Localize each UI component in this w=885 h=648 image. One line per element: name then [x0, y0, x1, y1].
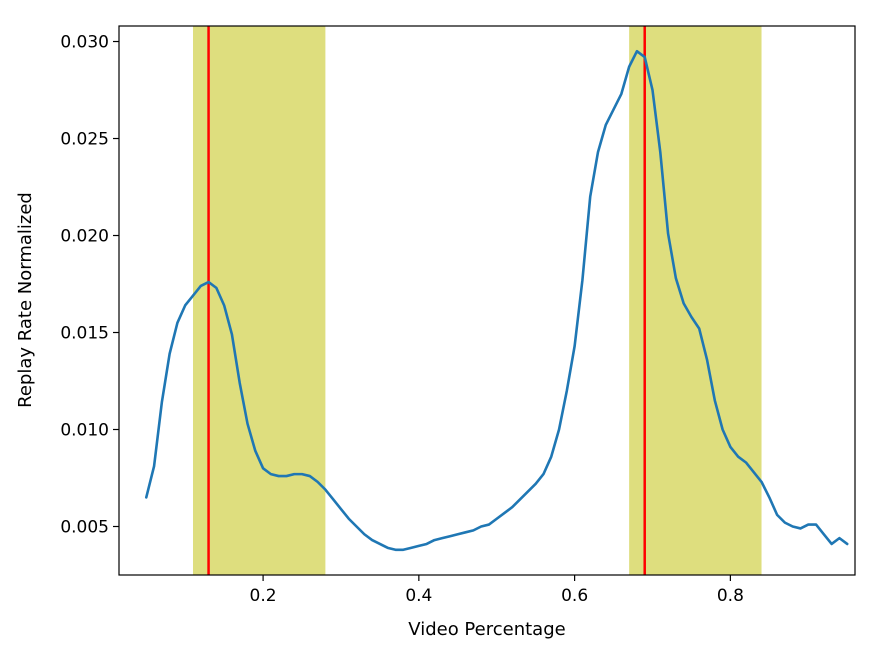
x-axis-title: Video Percentage — [408, 619, 565, 640]
x-tick-label: 0.6 — [561, 586, 588, 606]
x-tick-label: 0.8 — [717, 586, 744, 606]
y-tick-label: 0.005 — [60, 518, 109, 538]
y-axis-ticks: 0.005 0.010 0.015 0.020 0.025 0.030 — [60, 33, 119, 538]
shaded-region-1 — [192, 26, 326, 575]
shaded-region-2 — [629, 26, 762, 575]
y-axis-title: Replay Rate Normalized — [15, 192, 36, 408]
y-tick-label: 0.025 — [60, 130, 109, 150]
y-tick-label: 0.030 — [60, 33, 109, 53]
peak-lines — [207, 26, 646, 575]
plot-area-frame — [118, 25, 856, 576]
y-tick-label: 0.010 — [60, 421, 109, 441]
x-axis-ticks: 0.2 0.4 0.6 0.8 — [250, 575, 744, 606]
shaded-regions — [192, 26, 762, 575]
y-tick-label: 0.020 — [60, 227, 109, 247]
series-layer — [144, 49, 849, 552]
x-tick-label: 0.4 — [405, 586, 432, 606]
y-tick-label: 0.015 — [60, 324, 109, 344]
series-line-1 — [144, 49, 849, 552]
x-tick-label: 0.2 — [250, 586, 277, 606]
